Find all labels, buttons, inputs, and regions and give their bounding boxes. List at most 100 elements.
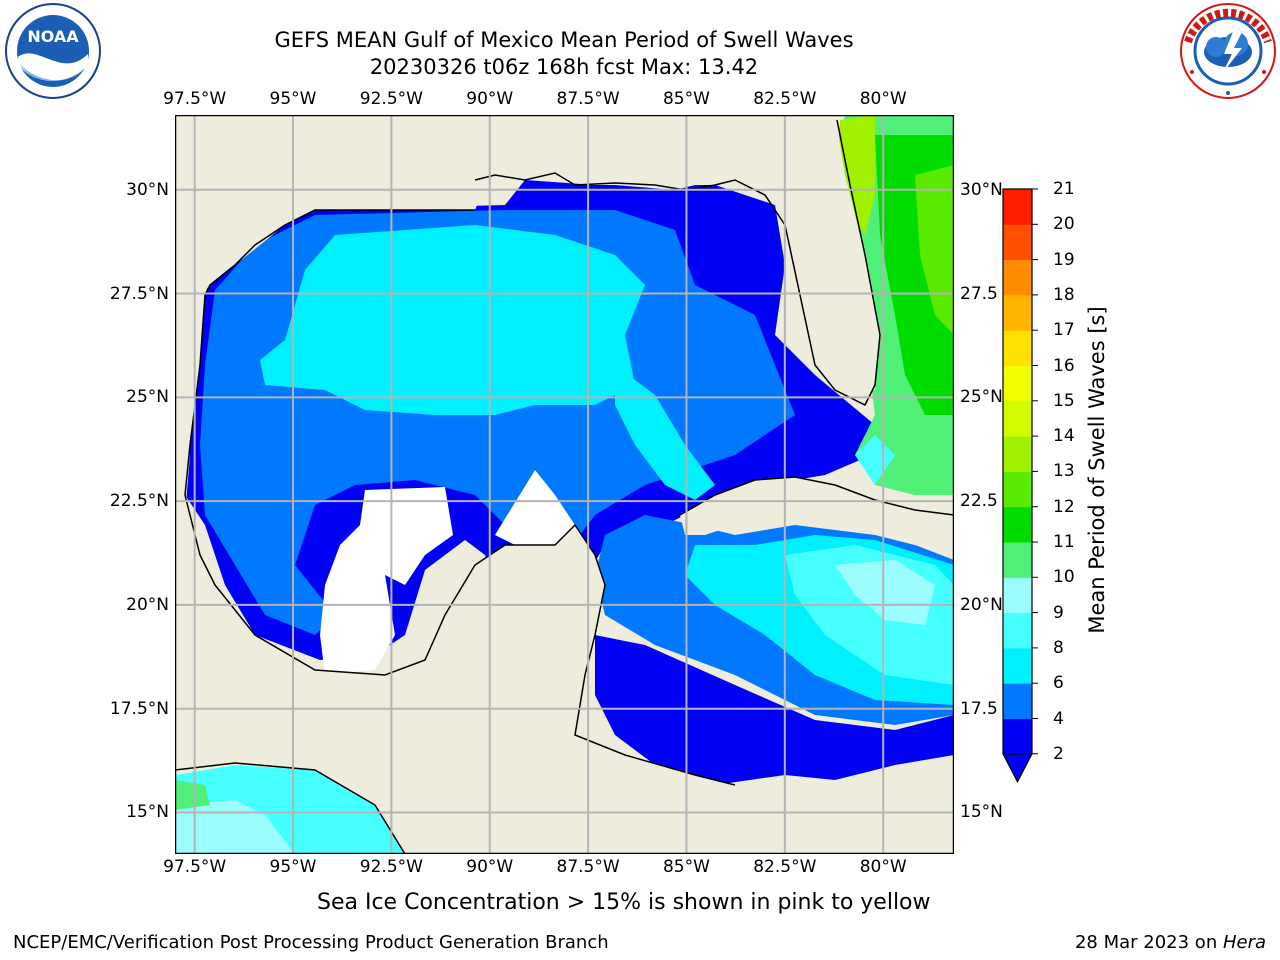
latitude-tick-label-right: 30°N <box>960 179 1003 200</box>
colorbar-segment <box>1003 189 1032 225</box>
central-america-land <box>775 795 954 854</box>
longitude-tick-label: 85°W <box>662 89 710 109</box>
colorbar-tick-label: 4 <box>1053 708 1064 729</box>
colorbar-tick-label: 2 <box>1053 743 1064 764</box>
noaa-logo-text: NOAA <box>27 27 79 46</box>
us-coastline <box>474 119 881 407</box>
atlantic-13to14 <box>837 115 875 235</box>
colorbar-tick-label: 19 <box>1053 249 1075 270</box>
colorbar-segment <box>1003 506 1032 543</box>
longitude-tick-label: 95°W <box>269 857 317 877</box>
colorbar-segment <box>1003 542 1032 578</box>
latitude-tick-label-left: 25°N <box>126 387 169 408</box>
nws-logo <box>1180 3 1276 99</box>
colorbar-tick-label: 9 <box>1053 602 1064 623</box>
coastlines <box>175 119 954 854</box>
latitude-tick-label-left: 17.5°N <box>109 698 169 719</box>
longitude-tick-label: 95°W <box>269 89 317 109</box>
pacific-coastline <box>175 762 406 854</box>
longitude-tick-label: 87.5°W <box>556 89 620 109</box>
colorbar-tick-label: 15 <box>1053 390 1075 411</box>
colorbar-tick-label: 20 <box>1053 214 1075 235</box>
cuba-coastline <box>679 476 954 516</box>
us-gulf-coast <box>175 115 735 455</box>
gulf-of-mexico-map <box>175 115 954 854</box>
colorbar-segment <box>1003 330 1032 366</box>
colorbar-segment <box>1003 612 1032 649</box>
colorbar-segment <box>1003 718 1032 755</box>
atlantic-12to13 <box>915 165 954 335</box>
colorbar <box>1002 188 1038 784</box>
florida-peninsula <box>735 115 880 400</box>
colorbar-segment <box>1003 647 1032 684</box>
colorbar-segment <box>1003 224 1032 261</box>
latitude-tick-label-right: 25°N <box>960 387 1003 408</box>
colorbar-tick-label: 17 <box>1053 320 1075 341</box>
latitude-tick-label-left: 20°N <box>126 594 169 615</box>
colorbar-segment <box>1003 294 1032 331</box>
colorbar-tick-label: 16 <box>1053 355 1075 376</box>
longitude-tick-label: 92.5°W <box>359 857 423 877</box>
longitude-tick-label: 97.5°W <box>163 89 227 109</box>
colorbar-tick-label: 14 <box>1053 426 1075 447</box>
longitude-tick-label: 90°W <box>466 857 514 877</box>
sea-ice-note: Sea Ice Concentration > 15% is shown in … <box>317 890 931 915</box>
noaa-logo: NOAA <box>5 3 101 99</box>
gulf-tongue-6to8 <box>615 365 715 500</box>
colorbar-title: Mean Period of Swell Waves [s] <box>1085 306 1109 634</box>
colorbar-tick-label: 12 <box>1053 496 1075 517</box>
longitude-tick-label: 87.5°W <box>556 857 620 877</box>
longitude-tick-label: 82.5°W <box>753 89 817 109</box>
footer-date-text: 28 Mar 2023 on <box>1074 932 1223 953</box>
latitude-tick-label-left: 22.5°N <box>109 491 169 512</box>
colorbar-tick-label: 10 <box>1053 567 1075 588</box>
colorbar-tick-label: 8 <box>1053 637 1064 658</box>
latitude-tick-label-left: 15°N <box>126 802 169 823</box>
latitude-tick-label-left: 27.5°N <box>109 283 169 304</box>
pacific-8to9 <box>175 800 295 854</box>
longitude-tick-label: 82.5°W <box>753 857 817 877</box>
longitude-tick-label: 80°W <box>859 89 907 109</box>
latitude-tick-label-right: 20°N <box>960 594 1003 615</box>
caribbean-9to10 <box>835 560 935 625</box>
colorbar-segment <box>1003 471 1032 508</box>
latitude-tick-label-right: 27.5 <box>960 283 998 304</box>
latitude-tick-label-right: 15°N <box>960 802 1003 823</box>
map-frame <box>175 115 954 854</box>
longitude-tick-label: 92.5°W <box>359 89 423 109</box>
footer-date: 28 Mar 2023 on Hera <box>1075 932 1266 953</box>
colorbar-segment <box>1003 259 1032 296</box>
colorbar-tick-label: 11 <box>1053 532 1075 552</box>
yucatan-missing <box>495 470 575 545</box>
colorbar-tick-label: 13 <box>1053 461 1075 482</box>
mexico-land <box>175 455 785 854</box>
colorbar-segment <box>1003 436 1032 472</box>
colorbar-segment <box>1003 400 1032 437</box>
footer-host: Hera <box>1222 932 1266 953</box>
colorbar-tick-label: 6 <box>1053 673 1064 694</box>
swell-period-field <box>175 115 954 854</box>
colorbar-segment <box>1003 365 1032 402</box>
gulf-basin-6to8 <box>260 225 645 415</box>
cuba-land <box>680 477 954 560</box>
caribbean-south-2to4 <box>595 635 954 785</box>
longitude-tick-label: 85°W <box>662 857 710 877</box>
latitude-tick-label-left: 30°N <box>126 179 169 200</box>
colorbar-segment <box>1003 683 1032 719</box>
colorbar-tick-label: 21 <box>1053 179 1075 199</box>
campeche-missing <box>320 487 453 675</box>
longitude-tick-label: 80°W <box>859 857 907 877</box>
longitude-tick-label: 97.5°W <box>163 857 227 877</box>
colorbar-extend-arrow <box>1002 753 1033 784</box>
chart-subtitle: 20230326 t06z 168h fcst Max: 13.42 <box>369 55 759 79</box>
colorbar-tick-label: 18 <box>1053 284 1075 305</box>
latitude-tick-label-right: 17.5 <box>960 698 998 719</box>
atlantic-8to9 <box>855 435 895 485</box>
gridlines <box>175 115 954 854</box>
latitude-tick-label-right: 22.5 <box>960 491 998 512</box>
footer-branch: NCEP/EMC/Verification Post Processing Pr… <box>13 932 609 953</box>
pacific-10to11 <box>175 780 210 810</box>
colorbar-segment <box>1003 577 1032 614</box>
longitude-tick-label: 90°W <box>466 89 514 109</box>
chart-title: GEFS MEAN Gulf of Mexico Mean Period of … <box>274 28 854 52</box>
